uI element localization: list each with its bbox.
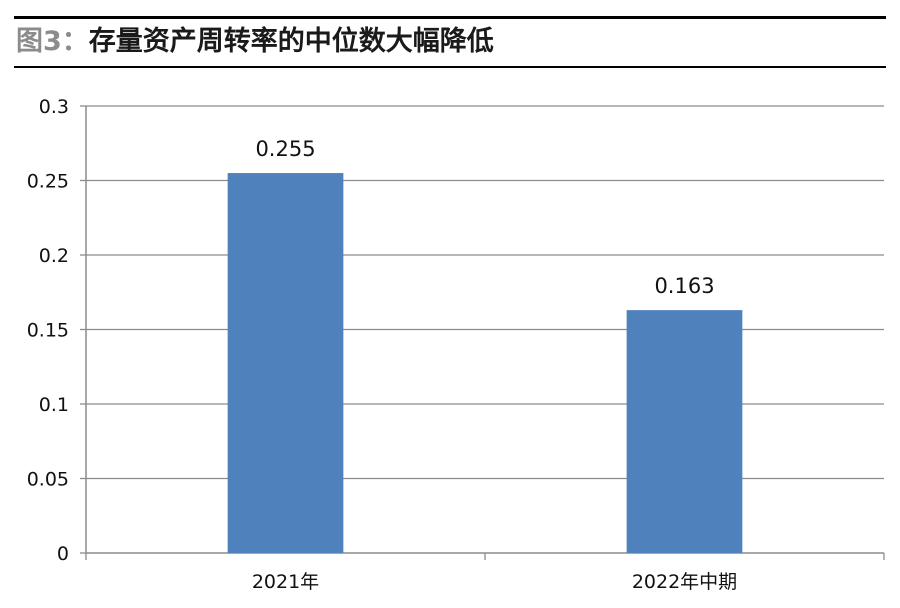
figure-title: 图3：存量资产周转率的中位数大幅降低 bbox=[16, 20, 494, 64]
data-label: 0.255 bbox=[255, 137, 315, 161]
bar bbox=[626, 310, 743, 553]
y-tick-label: 0.25 bbox=[27, 171, 69, 193]
y-tick-label: 0 bbox=[57, 543, 69, 565]
y-tick-label: 0.15 bbox=[27, 320, 69, 342]
y-tick-label: 0.2 bbox=[39, 245, 69, 267]
figure-title-text: 存量资产周转率的中位数大幅降低 bbox=[88, 26, 494, 57]
data-label: 0.163 bbox=[654, 274, 714, 298]
x-category-label: 2022年中期 bbox=[632, 571, 737, 593]
x-category-label: 2021年 bbox=[252, 571, 319, 593]
y-tick-label: 0.3 bbox=[39, 96, 69, 118]
bar bbox=[227, 173, 344, 554]
top-rule bbox=[14, 16, 886, 19]
y-tick-label: 0.1 bbox=[39, 394, 69, 416]
figure-label: 图3： bbox=[16, 26, 89, 57]
y-tick-label: 0.05 bbox=[27, 469, 69, 491]
title-underline bbox=[14, 66, 886, 68]
